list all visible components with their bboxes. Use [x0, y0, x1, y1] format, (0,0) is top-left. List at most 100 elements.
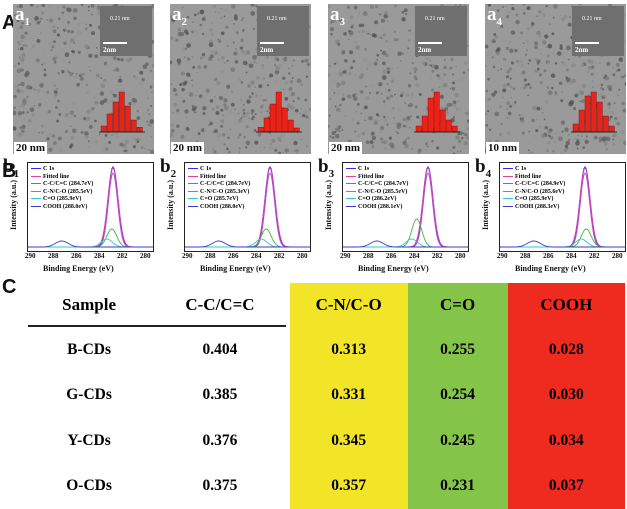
nanodot: [604, 110, 606, 112]
nanodot: [223, 103, 226, 106]
tag-letter: a: [15, 4, 25, 25]
nanodot: [452, 146, 455, 149]
nanodot: [494, 112, 499, 117]
tem-panel-tag: a2: [172, 4, 187, 28]
nanodot: [84, 117, 86, 119]
nanodot: [222, 133, 226, 137]
legend-label: C-C/C=C (284.7eV): [43, 181, 93, 187]
nanodot: [389, 142, 393, 146]
nanodot: [407, 137, 410, 140]
header-co: C=O: [408, 283, 508, 327]
nanodot: [54, 90, 58, 94]
legend-swatch: [188, 176, 198, 177]
nanodot: [541, 108, 543, 110]
nanodot: [419, 93, 422, 96]
nanodot: [262, 77, 265, 80]
nanodot: [26, 111, 28, 113]
tem-panel-tag: a1: [15, 4, 30, 28]
nanodot: [565, 141, 570, 146]
nanodot: [403, 118, 406, 121]
nanodot: [376, 91, 379, 94]
cell-cc: 0.375: [150, 464, 290, 509]
nanodot: [211, 33, 214, 36]
nanodot: [328, 73, 331, 77]
nanodot: [534, 46, 537, 49]
nanodot: [51, 49, 53, 51]
nanodot: [377, 54, 380, 57]
nanodot: [234, 108, 236, 110]
nanodot: [172, 112, 174, 114]
nanodot: [619, 89, 620, 90]
nanodot: [91, 31, 95, 35]
nanodot: [125, 140, 129, 144]
xps-panel-tag: b2: [160, 156, 176, 180]
header-cooh: COOH: [508, 283, 625, 327]
nanodot: [383, 33, 386, 36]
header-sample: Sample: [28, 283, 150, 327]
nanodot: [214, 129, 218, 133]
nanodot: [527, 83, 530, 86]
nanodot: [148, 113, 151, 116]
nanodot: [461, 137, 463, 139]
nanodot: [397, 66, 399, 68]
nanodot: [275, 57, 279, 61]
nanodot: [542, 136, 545, 139]
histogram-bar: [585, 96, 590, 132]
legend-entry: COOH (288.3eV): [503, 204, 565, 212]
nanodot: [549, 23, 550, 24]
nanodot: [181, 71, 185, 75]
nanodot: [115, 135, 118, 138]
nanodot: [247, 112, 249, 114]
nanodot: [599, 62, 601, 64]
nanodot: [329, 135, 331, 137]
nanodot: [354, 74, 356, 76]
nanodot: [309, 108, 311, 110]
nanodot: [569, 16, 571, 18]
legend-label: C=O (285.9eV): [515, 196, 553, 202]
tag-letter: b: [318, 156, 329, 177]
nanodot: [53, 84, 55, 86]
nanodot: [498, 50, 500, 52]
inset-scale-bar: [103, 42, 127, 44]
nanodot: [431, 88, 434, 91]
nanodot: [555, 91, 557, 93]
nanodot: [555, 62, 557, 64]
nanodot: [195, 95, 197, 97]
nanodot: [75, 75, 78, 78]
nanodot: [358, 31, 360, 33]
nanodot: [283, 152, 284, 153]
nanodot: [56, 8, 59, 11]
nanodot: [439, 86, 441, 88]
nanodot: [339, 104, 341, 106]
legend-entry: C-N/C-O (285.3eV): [188, 189, 250, 197]
nanodot: [535, 58, 538, 61]
nanodot: [89, 24, 92, 27]
nanodot: [117, 58, 120, 61]
nanodot: [88, 140, 90, 142]
nanodot: [586, 135, 588, 137]
nanodot: [568, 139, 570, 141]
nanodot: [240, 99, 241, 100]
legend-swatch: [188, 191, 198, 192]
nanodot: [214, 96, 216, 98]
nanodot: [338, 92, 340, 94]
nanodot: [147, 97, 149, 99]
table-row: Y-CDs 0.376 0.345 0.245 0.034: [28, 418, 625, 464]
x-tick-label: 290: [182, 252, 193, 260]
nanodot: [455, 65, 457, 67]
nanodot: [19, 56, 21, 58]
nanodot: [506, 70, 510, 74]
nanodot: [41, 4, 45, 7]
nanodot: [372, 136, 376, 140]
nanodot: [245, 146, 247, 148]
nanodot: [501, 123, 503, 125]
nanodot: [56, 120, 59, 123]
nanodot: [284, 94, 285, 95]
nanodot: [380, 126, 384, 130]
nanodot: [450, 149, 452, 151]
nanodot: [610, 111, 613, 114]
nanodot: [511, 4, 513, 5]
nanodot: [171, 129, 174, 132]
nanodot: [293, 59, 295, 61]
